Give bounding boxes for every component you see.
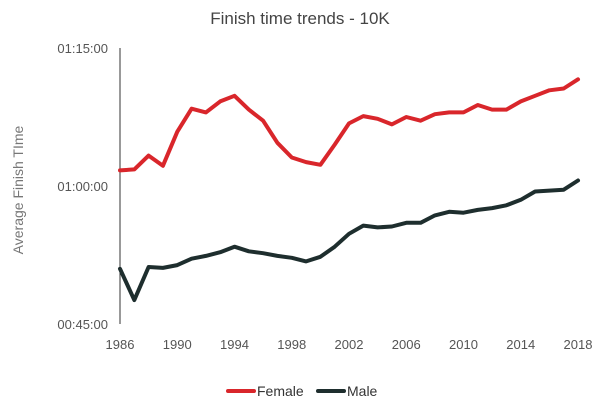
- series-line-male: [118, 178, 580, 303]
- x-tick-label: 2006: [392, 337, 421, 352]
- x-tick-label: 2010: [449, 337, 478, 352]
- x-tick-label: 1998: [277, 337, 306, 352]
- series-lines: [118, 77, 580, 303]
- x-tick-label: 1994: [220, 337, 249, 352]
- x-tick-label: 1986: [106, 337, 135, 352]
- y-tick-labels: 00:45:00 01:00:00 01:15:00: [57, 41, 108, 332]
- y-tick-label: 01:15:00: [57, 41, 108, 56]
- chart-title: Finish time trends - 10K: [210, 9, 390, 28]
- x-tick-label: 2002: [335, 337, 364, 352]
- x-tick-label: 2014: [506, 337, 535, 352]
- legend-label-male: Male: [347, 383, 378, 399]
- series-line-female: [118, 77, 580, 173]
- y-tick-label: 01:00:00: [57, 179, 108, 194]
- x-tick-label: 2018: [564, 337, 593, 352]
- y-tick-label: 00:45:00: [57, 317, 108, 332]
- legend: Female Male: [226, 383, 378, 399]
- x-tick-label: 1990: [163, 337, 192, 352]
- x-tick-labels: 1986 1990 1994 1998 2002 2006 2010 2014 2018: [106, 337, 593, 352]
- legend-label-female: Female: [257, 383, 304, 399]
- y-axis-label: Average Finish TIme: [10, 125, 26, 254]
